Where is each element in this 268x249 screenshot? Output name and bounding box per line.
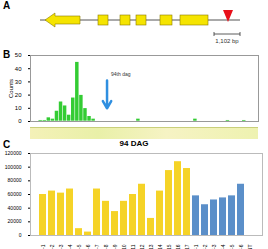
svg-text:AE-4: AE-4 [67,244,73,249]
svg-text:AE-5: AE-5 [76,244,82,249]
svg-text:WT-4: WT-4 [220,244,226,249]
svg-text:AE-12: AE-12 [139,244,145,249]
svg-text:40000: 40000 [8,205,22,211]
svg-text:1,102 bp: 1,102 bp [215,38,239,44]
svg-text:WT-3: WT-3 [211,244,217,249]
svg-text:AE-11: AE-11 [130,244,136,249]
svg-text:50: 50 [15,52,22,58]
svg-text:60000: 60000 [8,191,22,197]
svg-text:20: 20 [15,92,22,98]
svg-text:AE-1: AE-1 [40,244,46,249]
html-text:A: A [3,0,11,11]
svg-text:120000: 120000 [5,150,22,156]
svg-text:AE-15: AE-15 [166,244,172,249]
svg-text:WT-6: WT-6 [238,244,244,249]
svg-text:40: 40 [15,66,22,72]
svg-text:AE-16: AE-16 [175,244,181,249]
svg-text:AE-14: AE-14 [157,244,163,249]
svg-text:AE-7: AE-7 [94,244,100,249]
svg-text:100000: 100000 [5,164,22,170]
svg-text:10: 10 [15,105,22,111]
svg-text:AE-8: AE-8 [103,244,109,249]
svg-text:30: 30 [15,79,22,85]
svg-text:AE-13: AE-13 [148,244,154,249]
html-text:B: B [3,49,11,60]
svg-text:80000: 80000 [8,177,22,183]
svg-text:AE-9: AE-9 [112,244,118,249]
svg-text:20000: 20000 [8,218,22,224]
svg-text:94th dag: 94th dag [111,71,131,77]
svg-text:Counts: Counts [8,79,14,98]
svg-text:0: 0 [19,232,22,238]
svg-text:WT-5: WT-5 [229,244,235,249]
svg-text:AE-3: AE-3 [58,244,64,249]
html-text:94 DAG: 94 DAG [119,139,149,148]
html-text:C: C [3,139,11,150]
svg-text:NT: NT [247,245,253,249]
svg-text:AE-10: AE-10 [121,244,127,249]
svg-text:0: 0 [18,118,22,124]
svg-text:AE-17: AE-17 [184,244,190,249]
svg-text:WT-1: WT-1 [193,244,199,249]
svg-text:AE-2: AE-2 [49,244,55,249]
svg-text:WT-2: WT-2 [202,244,208,249]
svg-text:AE-6: AE-6 [85,244,91,249]
